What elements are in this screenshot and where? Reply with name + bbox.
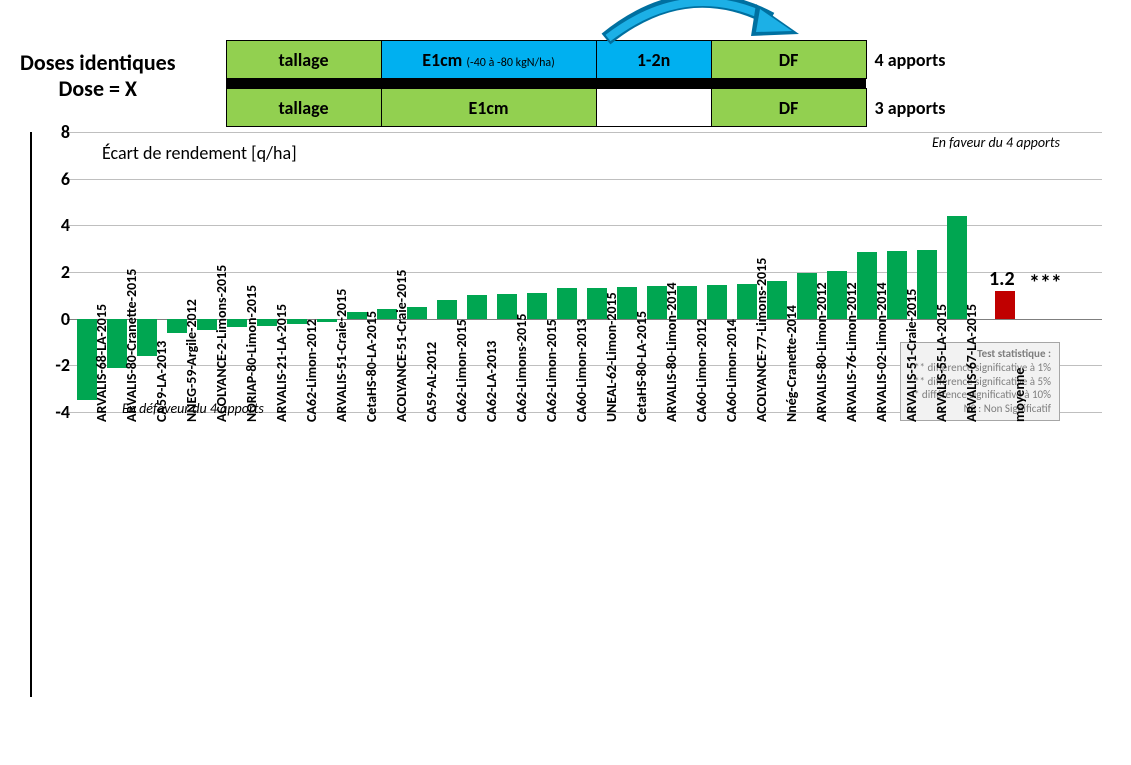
chart-area: Écart de rendement [q/ha] En faveur du 4…: [30, 132, 1120, 697]
x-axis-label: CA60-Limon-2014: [723, 319, 740, 422]
bar: [407, 307, 427, 319]
x-axis-label: ARVALIS-51-Craie-2015: [333, 289, 350, 422]
x-axis-label: CetaHS-80-LA-2015: [363, 311, 380, 422]
x-axis-label: ARVALIS-80-Limon-2012: [813, 282, 830, 422]
dose-line1: Doses identiques: [20, 49, 176, 76]
x-axis-label: CA62-LA-2013: [483, 341, 500, 422]
x-axis-label: ARVALIS-76-Limon-2012: [843, 282, 860, 422]
x-axis-label: CA60-Limon-2012: [693, 319, 710, 422]
x-axis-label: ACOLYANCE-2-Limons-2015: [213, 265, 230, 422]
cell-e1cm-2: E1cm: [381, 89, 596, 127]
grid-line: [67, 132, 1102, 133]
x-axis-label: NNEG-59-Argile-2012: [183, 299, 200, 422]
cell-empty: [596, 89, 711, 127]
x-axis-label: ACOLYANCE-51-Craie-2015: [393, 270, 410, 422]
bar: [527, 293, 547, 319]
x-axis-label: NORIAP-80-Limon-2015: [243, 285, 260, 422]
x-axis-label: ACOLYANCE-77-Limons-2015: [753, 258, 770, 422]
header-section: Doses identiques Dose = X tallage E1cm (…: [10, 10, 1121, 127]
x-axis-label: ARVALIS-80-Cranette-2015: [123, 269, 140, 422]
x-axis-label: ARVALIS-21-LA-2015: [273, 304, 290, 422]
bar: [707, 285, 727, 319]
x-axis-label-mean: moyenne: [1011, 368, 1028, 422]
y-tick-label: 4: [40, 214, 70, 236]
x-axis-label: Nnég-Cranette-2014: [783, 305, 800, 422]
grid-line: [67, 179, 1102, 180]
x-axis-label: ARVALIS-02-Limon-2014: [873, 282, 890, 422]
x-axis-label: ARVALIS-55-LA-2015: [933, 304, 950, 422]
bar: [437, 300, 457, 319]
dose-label: Doses identiques Dose = X: [20, 50, 176, 103]
cell-df-2: DF: [711, 89, 866, 127]
label-3apports: 3 apports: [866, 89, 946, 127]
cell-tallage-1: tallage: [226, 41, 381, 79]
x-axis-label: CA62-Limon-2015: [543, 319, 560, 422]
y-tick-label: -4: [40, 401, 70, 423]
x-axis-label: CA62-Limons-2015: [513, 314, 530, 422]
x-axis-label: ARVALIS-68-LA-2015: [93, 304, 110, 422]
x-axis-label: CA62-Limon-2015: [453, 319, 470, 422]
x-axis-label: CA59-AL-2012: [423, 342, 440, 422]
y-tick-label: -2: [40, 354, 70, 376]
bar: [467, 295, 487, 318]
x-axis-label: ARVALIS-67-LA-2015: [963, 304, 980, 422]
significance-stars: ***: [1029, 269, 1062, 296]
bar: [557, 288, 577, 318]
x-axis-label: ARVALIS-51-Craie-2015: [903, 289, 920, 422]
x-axis-label: CA59-LA-2013: [153, 341, 170, 422]
y-tick-label: 8: [40, 121, 70, 143]
y-tick-label: 2: [40, 261, 70, 283]
x-axis-label: CA60-Limon-2013: [573, 319, 590, 422]
x-axis-label: ARVALIS-80-Limon-2014: [663, 282, 680, 422]
row-separator: [226, 79, 946, 89]
mean-value-label: 1.2: [989, 267, 1015, 291]
x-axis-label: UNEAL-62-Limon-2015: [603, 292, 620, 422]
x-axis-label: CetaHS-80-LA-2015: [633, 311, 650, 422]
y-tick-label: 0: [40, 308, 70, 330]
dose-line2: Dose = X: [58, 75, 137, 102]
cell-tallage-2: tallage: [226, 89, 381, 127]
mean-bar: [995, 291, 1015, 319]
y-tick-label: 6: [40, 168, 70, 190]
label-4apports: 4 apports: [866, 41, 946, 79]
x-axis-label: CA62-Limon-2012: [303, 319, 320, 422]
bar: [677, 286, 697, 319]
stage-table-wrap: tallage E1cm (-40 à -80 kgN/ha) 1-2n DF …: [226, 10, 947, 127]
curved-arrow-icon: [546, 0, 826, 56]
stage-row-3apports: tallage E1cm DF 3 apports: [226, 89, 946, 127]
